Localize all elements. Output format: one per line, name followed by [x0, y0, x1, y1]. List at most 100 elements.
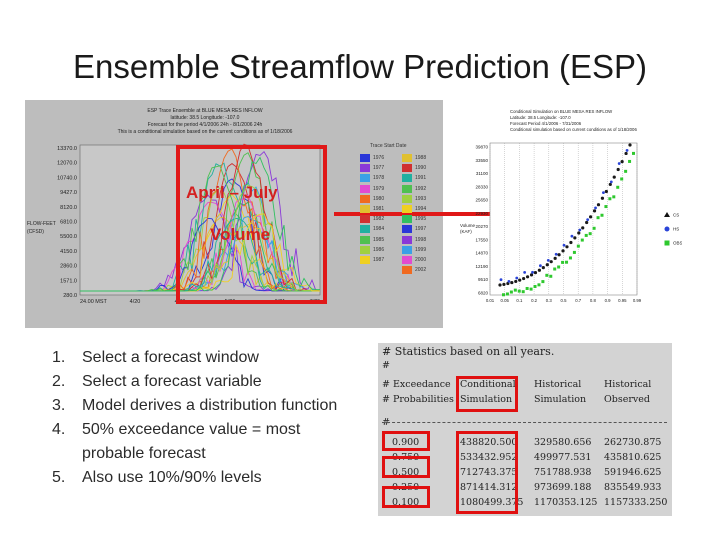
prob-y-tick: 14870	[475, 251, 488, 256]
hydrograph-x-tick: 24.00 MST	[80, 299, 108, 305]
prob-x-tick: 0.95	[618, 298, 627, 303]
hydrograph-y-tick: 12070.0	[57, 161, 77, 167]
obs-point	[568, 256, 572, 260]
legend-swatch	[402, 205, 412, 213]
steps-list: 1. Select a forecast window 2. Select a for…	[52, 346, 342, 490]
step-item: 2. Select a forecast variable	[52, 370, 342, 394]
cs-point	[557, 253, 561, 257]
obs-point	[632, 151, 635, 155]
stats-cell: 329580.656	[534, 437, 592, 448]
stats-cell: 751788.938	[534, 467, 592, 478]
hydrograph-y-tick: 9427.0	[60, 190, 77, 196]
prob-y-tick: 20270	[475, 224, 488, 229]
prob-y-tick: 6820	[478, 291, 489, 296]
hs-point	[617, 162, 621, 165]
statistics-table: # Statistics based on all years. # # # E…	[378, 343, 672, 516]
window-label-bottom: Volume	[210, 225, 271, 244]
stats-cell: 1157333.250	[604, 497, 668, 508]
cs-point	[514, 279, 518, 284]
ensemble-hydrograph: ESP Trace Ensemble at BLUE MESA RES INFL…	[27, 108, 320, 305]
obs-point	[584, 233, 588, 237]
stats-cell: 438820.500	[460, 437, 518, 448]
obs-point	[576, 244, 580, 248]
prob-header-line: Conditional Simulation on BLUE MESA RES …	[510, 109, 613, 114]
prob-y-label-line: Volume	[460, 223, 476, 228]
cs-point	[569, 240, 573, 245]
step-item: 5. Also use 10%/90% levels	[52, 466, 342, 490]
hydrograph-y-tick: 10740.0	[57, 175, 77, 181]
window-label-top: April – July	[186, 183, 278, 202]
legend-year: 1999	[415, 246, 427, 253]
obs-point	[561, 260, 565, 264]
prob-x-tick: 0.2	[531, 298, 538, 303]
obs-point	[608, 197, 612, 201]
hydrograph-y-tick: 13370.0	[57, 146, 77, 152]
hs-point	[578, 228, 582, 232]
legend-year: 1986	[373, 246, 385, 253]
cs-point	[608, 182, 612, 187]
cs-point	[616, 167, 620, 172]
cs-point	[585, 220, 589, 225]
prob-y-tick: 12190	[475, 264, 488, 269]
stats-cell: 1080499.375	[460, 497, 524, 508]
stats-col-head: Conditional	[460, 379, 516, 390]
step-text: Also use 10%/90% levels	[82, 469, 262, 486]
cs-point	[624, 151, 628, 156]
hydrograph-header-line: Forecast for the period 4/1/2006 24h - 8…	[148, 122, 263, 128]
stats-cell: 0.100	[392, 497, 420, 508]
obs-point	[616, 185, 620, 189]
cs-point	[518, 278, 522, 282]
prob-x-ticks: 0.01 0.05 0.1 0.2 0.3 0.5 0.7 0.8 0.9 0.95 0.99	[486, 298, 642, 303]
legend-title: Trace Start Date	[370, 143, 407, 149]
legend-swatch	[402, 225, 412, 234]
step-text: 50% exceedance value = most probable for…	[82, 421, 301, 462]
stats-cell: 533432.952	[460, 452, 518, 463]
hydrograph-header: ESP Trace Ensemble at BLUE MESA RES INFL…	[118, 108, 293, 135]
cs-point	[612, 175, 616, 179]
highlight-box	[382, 486, 430, 508]
cs-point	[577, 231, 581, 235]
prob-legend-marker	[664, 240, 670, 246]
stats-cell: 1170353.125	[534, 497, 598, 508]
hydrograph-y-label: FLOW-FEET (CFSD)	[27, 221, 56, 235]
legend-year: 1988	[415, 155, 427, 161]
stats-col-head: Simulation	[534, 394, 587, 405]
legend-year: 1984	[373, 226, 385, 233]
prob-y-label-line: (KAF)	[460, 229, 472, 234]
hydrograph-header-line: latitude: 38.5 Longitude: -107.0	[171, 115, 240, 121]
obs-point	[604, 205, 608, 209]
slide-title: Ensemble Streamflow Prediction (ESP)	[72, 48, 648, 85]
legend-year: 1997	[415, 226, 427, 233]
prob-x-tick: 0.7	[575, 298, 582, 303]
obs-point	[592, 226, 596, 230]
prob-header-line: Latitude: 38.5 Longitude: -107.0	[510, 115, 571, 120]
prob-y-label: Volume(KAF)	[460, 223, 476, 234]
hydrograph-y-label-line: (CFSD)	[27, 229, 44, 235]
legend-swatch	[360, 235, 370, 244]
obs-point	[600, 213, 604, 217]
legend-year: 1981	[373, 206, 385, 212]
highlight-box	[382, 456, 430, 478]
obs-point	[529, 287, 533, 291]
legend-swatch	[402, 235, 412, 244]
legend-swatch	[360, 245, 370, 254]
prob-header: Conditional Simulation on BLUE MESA RES …	[510, 109, 637, 132]
prob-x-tick: 0.3	[546, 298, 553, 303]
legend-swatch	[402, 184, 412, 193]
obs-point	[505, 292, 509, 296]
hs-point	[570, 234, 574, 238]
step-text: Select a forecast variable	[82, 373, 262, 390]
legend-swatch	[402, 245, 412, 254]
hydrograph-y-tick: 4150.0	[60, 249, 77, 255]
cs-point	[628, 143, 632, 147]
stats-col-head: # Probabilities	[382, 394, 454, 405]
hydrograph-y-label-line: FLOW-FEET	[27, 221, 56, 227]
legend-year: 1977	[373, 165, 385, 172]
prob-y-tick: 28330	[475, 184, 488, 189]
hs-point	[594, 206, 597, 210]
legend-year: 2002	[415, 267, 427, 274]
prob-grid	[489, 143, 638, 295]
legend-year: 1985	[373, 236, 385, 243]
cs-point	[600, 196, 605, 200]
obs-point	[557, 265, 561, 269]
